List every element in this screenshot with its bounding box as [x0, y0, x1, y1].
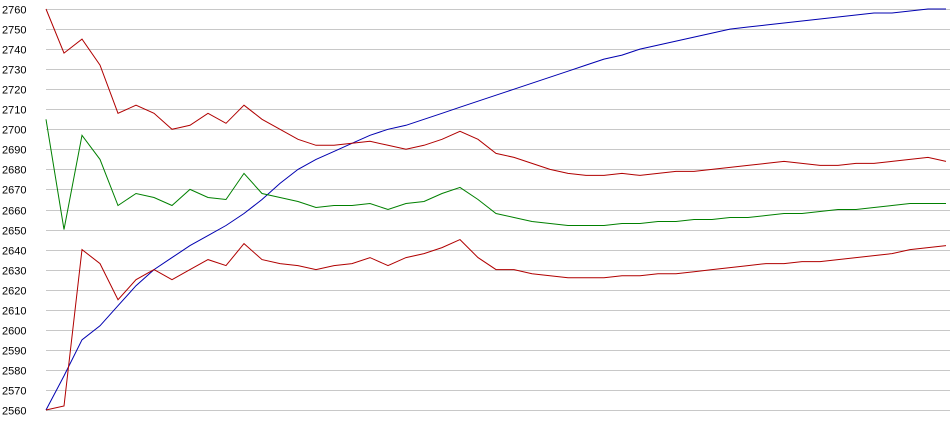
- series-line-4: [45, 239, 947, 411]
- y-tick-label: 2700: [2, 125, 26, 137]
- y-tick-label: 2640: [2, 246, 26, 258]
- y-tick-label: 2580: [2, 366, 26, 378]
- y-tick-label: 2660: [2, 206, 26, 218]
- y-axis-ticks: 2560 2570 2580 2590 2600 2610 2620 2630 2640 2650…: [2, 5, 26, 418]
- y-tick-label: 2730: [2, 65, 26, 77]
- y-tick-label: 2620: [2, 286, 26, 298]
- y-tick-label: 2630: [2, 266, 26, 278]
- y-tick-label: 2690: [2, 145, 26, 157]
- series-line-3: [45, 119, 946, 230]
- y-tick-label: 2750: [2, 25, 26, 37]
- series-line-2: [45, 8, 947, 176]
- y-tick-label: 2710: [2, 105, 26, 117]
- y-tick-label: 2670: [2, 185, 26, 197]
- grid: [46, 9, 950, 411]
- y-tick-label: 2720: [2, 85, 26, 97]
- y-tick-label: 2740: [2, 45, 26, 57]
- series-lines: [45, 8, 947, 411]
- y-tick-label: 2610: [2, 306, 26, 318]
- y-tick-label: 2600: [2, 326, 26, 338]
- y-tick-label: 2560: [2, 406, 26, 418]
- y-tick-label: 2650: [2, 226, 26, 238]
- y-tick-label: 2680: [2, 165, 26, 177]
- y-tick-label: 2570: [2, 386, 26, 398]
- y-tick-label: 2760: [2, 5, 26, 17]
- y-tick-label: 2590: [2, 346, 26, 358]
- series-line-1: [45, 8, 946, 411]
